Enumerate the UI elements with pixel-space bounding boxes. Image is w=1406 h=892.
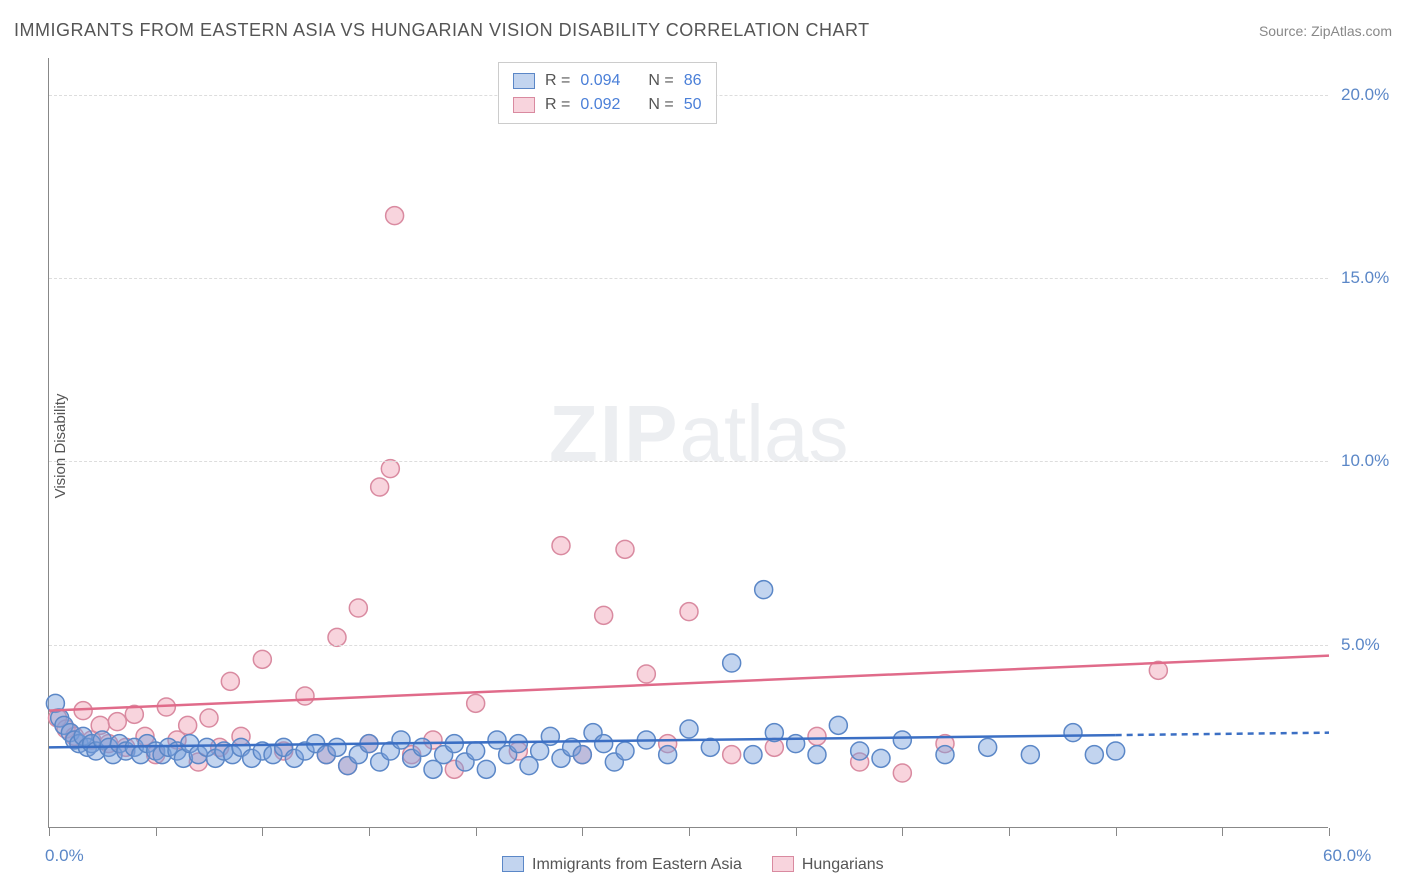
scatter-point-a bbox=[808, 746, 826, 764]
x-tick bbox=[369, 828, 370, 836]
grid-line bbox=[49, 278, 1328, 279]
scatter-point-a bbox=[680, 720, 698, 738]
source-text: Source: ZipAtlas.com bbox=[1259, 23, 1392, 39]
scatter-point-a bbox=[392, 731, 410, 749]
scatter-point-a bbox=[723, 654, 741, 672]
legend-n-value: 86 bbox=[684, 69, 702, 93]
title-bar: IMMIGRANTS FROM EASTERN ASIA VS HUNGARIA… bbox=[14, 20, 1392, 41]
x-tick bbox=[1329, 828, 1330, 836]
scatter-point-b bbox=[349, 599, 367, 617]
x-start-label: 0.0% bbox=[45, 846, 84, 866]
y-tick-label: 10.0% bbox=[1341, 451, 1389, 471]
x-tick bbox=[1009, 828, 1010, 836]
y-tick-label: 5.0% bbox=[1341, 635, 1380, 655]
scatter-point-a bbox=[1064, 724, 1082, 742]
y-tick-label: 15.0% bbox=[1341, 268, 1389, 288]
scatter-point-a bbox=[659, 746, 677, 764]
scatter-point-b bbox=[371, 478, 389, 496]
legend-swatch bbox=[513, 97, 535, 113]
scatter-point-b bbox=[179, 716, 197, 734]
legend-bottom: Immigrants from Eastern Asia Hungarians bbox=[502, 856, 884, 874]
legend-top-row: R = 0.094 N = 86 bbox=[513, 69, 702, 93]
scatter-point-a bbox=[467, 742, 485, 760]
legend-bottom-item: Immigrants from Eastern Asia bbox=[502, 856, 742, 874]
scatter-point-b bbox=[328, 628, 346, 646]
scatter-point-b bbox=[108, 713, 126, 731]
scatter-point-a bbox=[936, 746, 954, 764]
x-tick bbox=[902, 828, 903, 836]
x-tick bbox=[156, 828, 157, 836]
scatter-point-a bbox=[477, 760, 495, 778]
scatter-point-a bbox=[595, 735, 613, 753]
x-tick bbox=[1116, 828, 1117, 836]
legend-swatch bbox=[513, 73, 535, 89]
chart-svg bbox=[49, 58, 1328, 827]
grid-line bbox=[49, 645, 1328, 646]
scatter-point-b bbox=[893, 764, 911, 782]
legend-swatch bbox=[502, 856, 524, 872]
scatter-point-a bbox=[893, 731, 911, 749]
scatter-point-a bbox=[1021, 746, 1039, 764]
legend-r-label: R = bbox=[545, 93, 570, 117]
scatter-point-b bbox=[616, 540, 634, 558]
scatter-point-a bbox=[829, 716, 847, 734]
scatter-point-a bbox=[413, 738, 431, 756]
scatter-point-b bbox=[637, 665, 655, 683]
scatter-point-b bbox=[552, 537, 570, 555]
x-tick bbox=[476, 828, 477, 836]
x-tick bbox=[49, 828, 50, 836]
legend-bottom-label: Immigrants from Eastern Asia bbox=[532, 856, 742, 873]
chart-title: IMMIGRANTS FROM EASTERN ASIA VS HUNGARIA… bbox=[14, 20, 870, 41]
scatter-point-b bbox=[723, 746, 741, 764]
legend-r-value: 0.092 bbox=[580, 93, 620, 117]
scatter-point-a bbox=[1107, 742, 1125, 760]
x-tick bbox=[1222, 828, 1223, 836]
grid-line bbox=[49, 461, 1328, 462]
scatter-point-b bbox=[680, 603, 698, 621]
plot-area: ZIPatlas 5.0%10.0%15.0%20.0%0.0%60.0% bbox=[48, 58, 1328, 828]
scatter-point-a bbox=[573, 746, 591, 764]
trend-line-a-dash bbox=[1116, 733, 1329, 735]
scatter-point-a bbox=[979, 738, 997, 756]
legend-top-row: R = 0.092 N = 50 bbox=[513, 93, 702, 117]
source-prefix: Source: bbox=[1259, 23, 1311, 39]
legend-r-label: R = bbox=[545, 69, 570, 93]
scatter-point-b bbox=[200, 709, 218, 727]
scatter-point-b bbox=[467, 694, 485, 712]
scatter-point-a bbox=[787, 735, 805, 753]
x-end-label: 60.0% bbox=[1323, 846, 1371, 866]
source-name: ZipAtlas.com bbox=[1311, 23, 1392, 39]
scatter-point-a bbox=[616, 742, 634, 760]
legend-n-label: N = bbox=[648, 69, 673, 93]
legend-n-value: 50 bbox=[684, 93, 702, 117]
scatter-point-a bbox=[744, 746, 762, 764]
scatter-point-a bbox=[1085, 746, 1103, 764]
scatter-point-b bbox=[808, 727, 826, 745]
trend-line-b bbox=[49, 656, 1329, 711]
scatter-point-a bbox=[851, 742, 869, 760]
x-tick bbox=[262, 828, 263, 836]
legend-top: R = 0.094 N = 86 R = 0.092 N = 50 bbox=[498, 62, 717, 124]
legend-bottom-item: Hungarians bbox=[772, 856, 884, 874]
scatter-point-b bbox=[595, 606, 613, 624]
scatter-point-b bbox=[386, 207, 404, 225]
y-tick-label: 20.0% bbox=[1341, 85, 1389, 105]
legend-bottom-label: Hungarians bbox=[802, 856, 884, 873]
x-tick bbox=[796, 828, 797, 836]
legend-n-label: N = bbox=[648, 93, 673, 117]
legend-r-value: 0.094 bbox=[580, 69, 620, 93]
scatter-point-b bbox=[296, 687, 314, 705]
scatter-point-a bbox=[872, 749, 890, 767]
legend-swatch bbox=[772, 856, 794, 872]
scatter-point-b bbox=[221, 672, 239, 690]
scatter-point-a bbox=[755, 581, 773, 599]
scatter-point-a bbox=[328, 738, 346, 756]
x-tick bbox=[582, 828, 583, 836]
x-tick bbox=[689, 828, 690, 836]
scatter-point-b bbox=[253, 650, 271, 668]
scatter-point-b bbox=[381, 460, 399, 478]
scatter-point-a bbox=[509, 735, 527, 753]
